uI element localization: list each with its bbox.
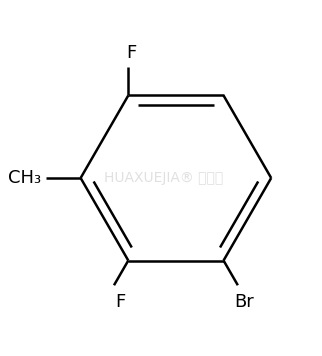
Text: Br: Br bbox=[234, 293, 254, 312]
Text: HUAXUEJIA® 化学加: HUAXUEJIA® 化学加 bbox=[104, 171, 223, 185]
Text: F: F bbox=[115, 293, 126, 312]
Text: CH₃: CH₃ bbox=[8, 169, 41, 187]
Text: F: F bbox=[126, 43, 137, 62]
